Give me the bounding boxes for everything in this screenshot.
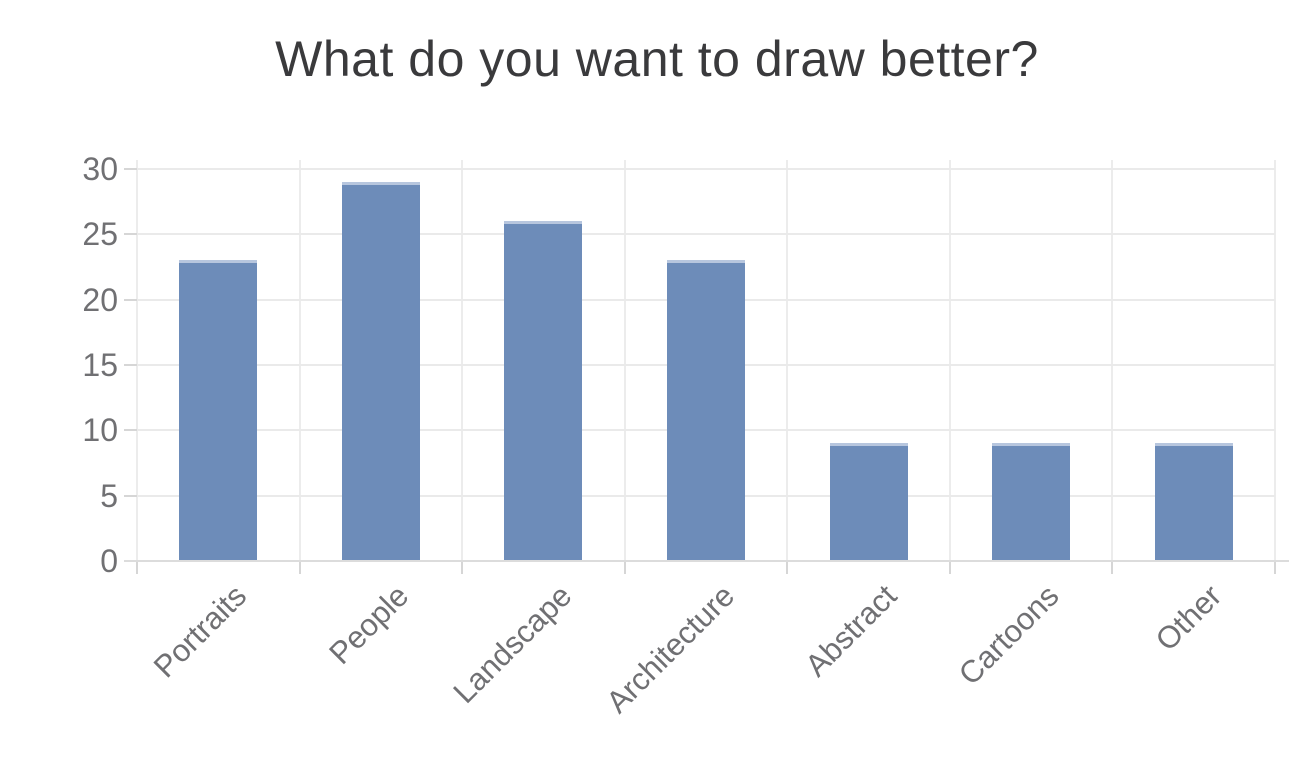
y-axis-tick bbox=[124, 494, 137, 497]
bar-architecture bbox=[667, 260, 745, 561]
x-tick-label-abstract: Abstract bbox=[798, 578, 904, 684]
y-tick-label: 0 bbox=[100, 543, 118, 579]
vertical-gridline bbox=[948, 160, 951, 561]
x-axis-tick bbox=[786, 561, 789, 574]
x-axis-tick bbox=[1274, 561, 1276, 574]
y-axis-tick bbox=[124, 298, 137, 301]
y-axis-tick bbox=[124, 168, 137, 170]
y-tick-label: 25 bbox=[82, 216, 118, 253]
vertical-gridline bbox=[786, 160, 789, 561]
x-tick-label-people: People bbox=[322, 578, 416, 672]
y-tick-label: 5 bbox=[100, 477, 118, 514]
y-axis-tick bbox=[124, 233, 137, 236]
chart-title: What do you want to draw better? bbox=[275, 31, 1039, 87]
vertical-gridline bbox=[1111, 160, 1114, 561]
horizontal-gridline bbox=[137, 233, 1275, 236]
y-tick-label: 15 bbox=[82, 347, 118, 383]
y-tick-label: 20 bbox=[82, 281, 118, 318]
x-axis-tick bbox=[298, 561, 301, 574]
x-tick-label-landscape: Landscape bbox=[446, 578, 579, 711]
x-tick-label-architecture: Architecture bbox=[599, 578, 741, 720]
x-axis-tick bbox=[948, 561, 951, 574]
bar-other bbox=[1154, 443, 1233, 561]
y-tick-label: 30 bbox=[82, 151, 118, 187]
x-tick-label-cartoons: Cartoons bbox=[952, 578, 1066, 692]
vertical-gridline bbox=[298, 160, 301, 561]
x-axis-tick bbox=[1111, 561, 1114, 574]
y-axis-tick bbox=[124, 429, 137, 432]
x-axis-tick bbox=[623, 561, 626, 574]
vertical-gridline bbox=[623, 160, 626, 561]
vertical-gridline bbox=[461, 160, 464, 561]
x-axis-baseline bbox=[124, 560, 1289, 562]
x-tick-label-other: Other bbox=[1148, 578, 1229, 658]
vertical-gridline bbox=[1274, 160, 1276, 561]
horizontal-gridline bbox=[137, 168, 1275, 170]
x-axis-tick bbox=[136, 561, 138, 574]
x-tick-label-portraits: Portraits bbox=[146, 578, 254, 685]
vertical-gridline bbox=[136, 160, 138, 561]
y-axis-tick bbox=[124, 364, 137, 366]
bar-people bbox=[341, 182, 420, 561]
bar-landscape bbox=[504, 221, 583, 561]
x-axis-tick bbox=[461, 561, 464, 574]
y-tick-label: 10 bbox=[82, 412, 118, 449]
bar-abstract bbox=[829, 443, 908, 561]
bar-portraits bbox=[179, 260, 258, 561]
bar-cartoons bbox=[992, 443, 1071, 561]
